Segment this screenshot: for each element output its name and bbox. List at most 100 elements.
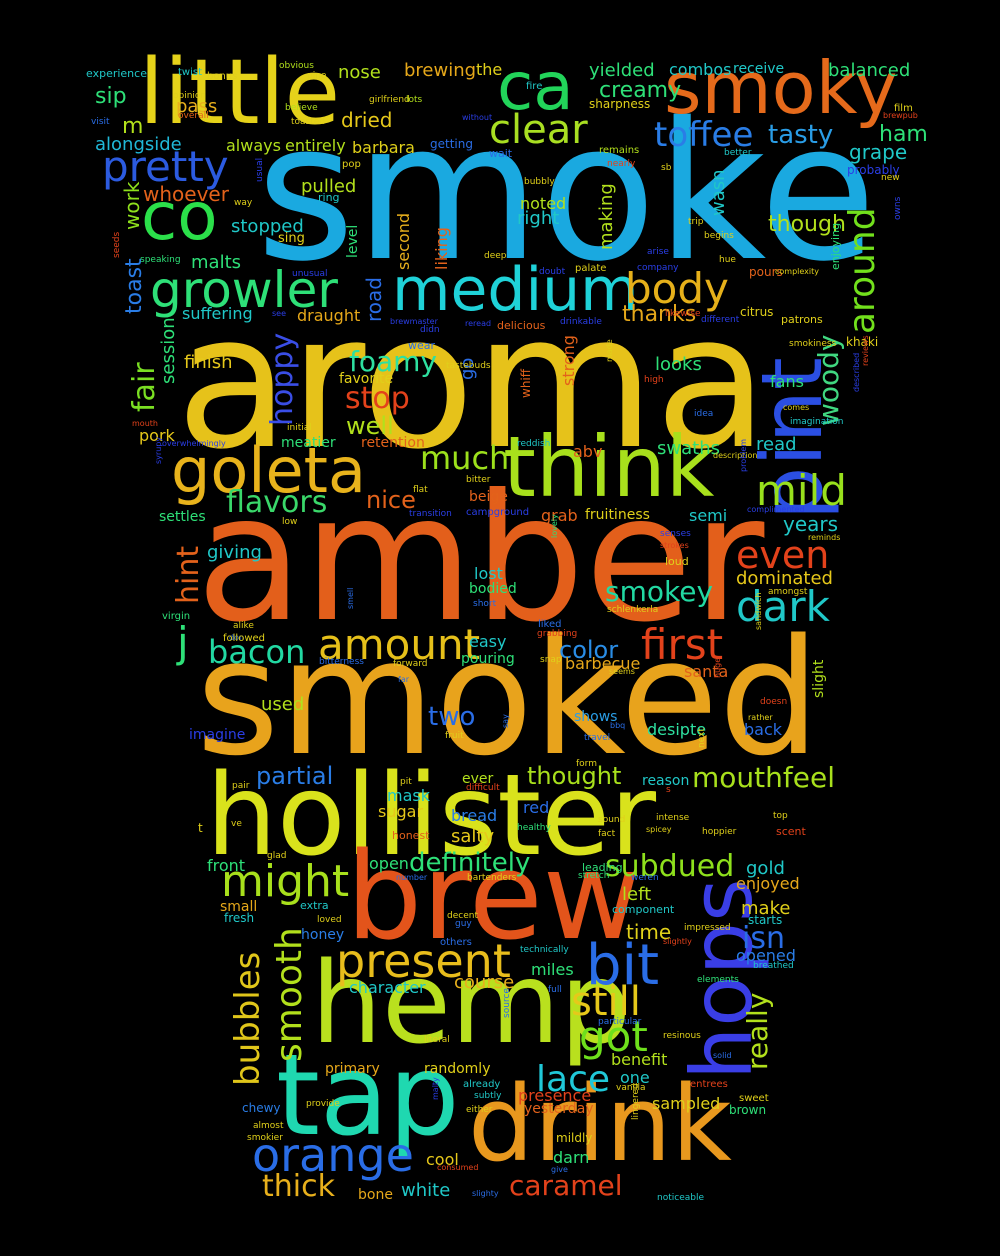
cloud-word: thick [262,1169,335,1204]
cloud-word: didn [420,325,440,335]
cloud-word: co [141,178,218,255]
cloud-word: delicious [497,319,546,332]
cloud-word: high [644,375,664,385]
cloud-word: fans [770,372,804,391]
cloud-word: provide [306,1099,340,1109]
cloud-word: looks [655,354,702,375]
cloud-word: small [220,899,258,915]
cloud-word: toffee [654,115,754,155]
cloud-word: pass [176,96,218,117]
cloud-word: sb [661,163,672,173]
cloud-word: imagine [189,727,246,743]
cloud-word: pours [749,265,783,279]
cloud-word: pair [232,781,250,791]
cloud-word: nearly [607,159,636,169]
cloud-word: aroma [176,274,769,490]
cloud-word: smooth [269,927,310,1062]
cloud-word: dried [341,108,393,132]
cloud-word: creamy [599,78,682,103]
cloud-word: without [462,113,493,122]
cloud-word: fair [127,362,162,412]
cloud-word: subdued [605,849,735,884]
cloud-word: brewing [404,60,477,81]
cloud-word: entirely [285,136,346,155]
cloud-word: source [502,988,512,1018]
cloud-word: slight [811,659,827,698]
cloud-word: right [517,208,560,229]
cloud-word: pop [342,159,361,170]
cloud-word: smoky [664,46,898,130]
cloud-word: different [701,315,740,325]
cloud-word: visit [91,117,110,127]
cloud-word: whiff [519,368,533,398]
cloud-word: reddish [517,439,551,449]
cloud-word: leading [582,861,623,874]
cloud-word: pretty [102,142,229,191]
cloud-word: brewpub [883,111,918,120]
cloud-word: stretch [578,871,610,881]
cloud-word: low [282,517,298,527]
cloud-word: transition [409,509,452,519]
cloud-word: glad [267,851,287,861]
cloud-word: likewise [665,309,701,319]
cloud-word: dominated [736,568,833,589]
cloud-word: seeds [112,231,122,258]
cloud-word: loud [665,555,689,568]
cloud-word: extra [300,899,329,912]
cloud-word: wasn [708,169,729,216]
cloud-word: bodied [469,581,517,597]
cloud-word: easy [469,632,507,651]
cloud-word: retention [361,435,425,451]
cloud-word: foamy [349,345,437,378]
cloud-word: hue [719,255,736,265]
cloud-word: breathed [753,961,794,971]
cloud-word: amount [318,620,481,669]
cloud-word: bbq [610,721,626,730]
cloud-word: bread [451,806,498,825]
cloud-word: flavors [226,485,328,520]
cloud-word: liking [432,227,451,270]
cloud-word: lost [474,564,503,583]
cloud-word: color [559,636,619,664]
cloud-word: course [454,972,515,993]
cloud-word: amber [196,458,765,661]
cloud-word: amongst [768,587,808,597]
cloud-word: reason [642,773,690,789]
cloud-word: description [713,451,758,460]
cloud-word: wear [408,339,436,352]
cloud-word: santa [684,662,729,681]
cloud-word: described [852,352,861,392]
cloud-word: bonus [207,71,238,82]
cloud-word: huge [713,657,722,678]
cloud-word: isn [742,921,785,956]
cloud-word: bubbles [228,951,268,1086]
cloud-word: the [476,60,503,79]
cloud-word: j [177,618,189,667]
cloud-word: malts [191,252,242,273]
cloud-word: stopped [231,216,304,237]
cloud-word: subtly [474,1091,502,1101]
cloud-word: tap [276,1031,460,1161]
cloud-word: smokey [605,575,714,608]
cloud-word: grabbing [537,629,578,639]
cloud-word: virgin [162,611,191,622]
cloud-word: got [579,1012,648,1061]
cloud-word: rather [748,713,773,722]
cloud-word: twist [178,67,203,78]
cloud-word: scent [776,825,806,838]
cloud-word: fresh [224,911,255,925]
cloud-word: smoked [196,604,821,791]
cloud-word: time [626,920,672,944]
cloud-word: swaths [657,438,720,459]
cloud-word: loved [317,915,342,925]
cloud-word: others [440,937,472,948]
cloud-word: fire [526,81,543,92]
cloud-word: initial [287,423,312,433]
cloud-word: forward [393,659,428,669]
cloud-word: second [394,212,413,270]
cloud-word: difficult [466,783,500,793]
cloud-word: form [576,759,597,769]
cloud-word: lingered [631,1083,641,1120]
cloud-word: made [605,339,614,362]
